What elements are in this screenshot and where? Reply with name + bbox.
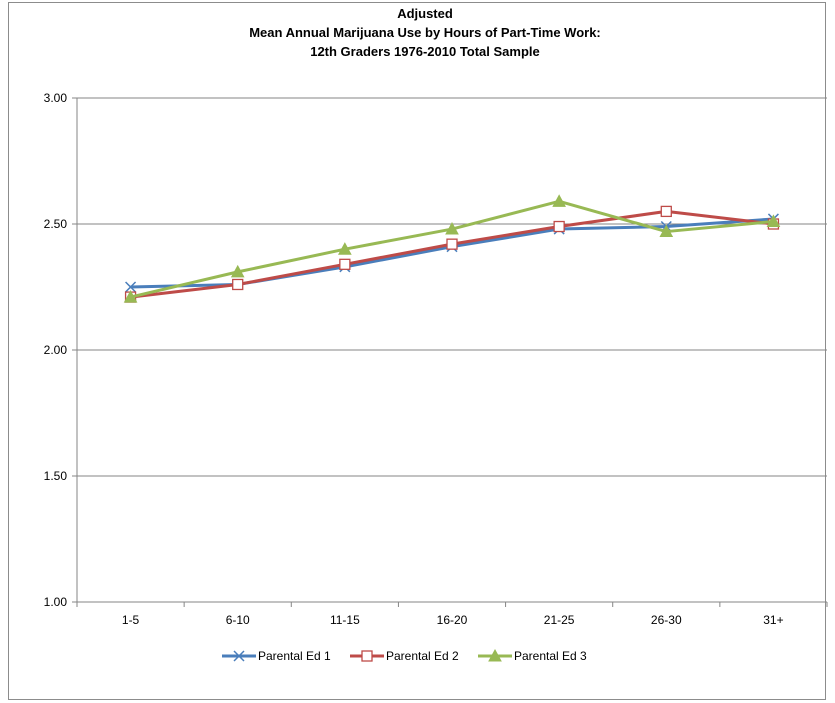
data-point-series-3 [338,242,352,255]
data-point-series-3 [766,214,781,227]
axes: 1.00 1.50 2.00 2.50 3.00 1-5 6-10 11-15 16-20 21-… [44,91,828,627]
legend-label: Parental Ed 2 [386,649,459,663]
legend-label: Parental Ed 1 [258,649,331,663]
x-tick-label: 31+ [763,613,783,627]
y-tick-label: 3.00 [44,91,68,105]
y-tick-label: 1.50 [44,469,68,483]
legend-marker [488,648,502,662]
legend-item-2: Parental Ed 2 [350,649,459,663]
legend: Parental Ed 1 Parental Ed 2 Parental Ed 3 [222,648,587,663]
y-tick-label: 2.00 [44,343,68,357]
legend-item-1: Parental Ed 1 [222,649,331,663]
x-tick-label: 11-15 [330,613,360,627]
data-point-series-3 [123,290,138,303]
data-point-series-3 [659,224,674,238]
chart-title-line-2: Mean Annual Marijuana Use by Hours of Pa… [249,25,601,40]
data-point-series-3 [445,221,459,235]
x-tick-label: 26-30 [651,613,682,627]
data-point-series-2 [446,238,458,250]
data-point-series-1 [125,281,137,293]
x-tick-label: 16-20 [437,613,468,627]
x-tick-label: 21-25 [544,613,575,627]
legend-marker [361,650,373,662]
data-point-series-2 [553,220,565,233]
chart-title-line-1: Adjusted [397,6,453,21]
x-tick-label: 1-5 [122,613,140,627]
data-point-series-2 [232,278,244,291]
data-point-series-3 [552,194,566,207]
data-point-series-2 [660,205,672,218]
series-layer [123,194,781,303]
y-tick-label: 2.50 [44,217,68,231]
legend-item-3: Parental Ed 3 [478,648,587,663]
data-point-series-2 [339,258,351,270]
gridlines [77,97,827,603]
y-tick-label: 1.00 [44,595,68,609]
x-tick-label: 6-10 [226,613,250,627]
chart-frame [8,2,826,700]
chart-title-line-3: 12th Graders 1976-2010 Total Sample [310,44,540,59]
data-point-series-3 [230,264,245,278]
legend-marker [233,650,245,662]
legend-label: Parental Ed 3 [514,649,587,663]
